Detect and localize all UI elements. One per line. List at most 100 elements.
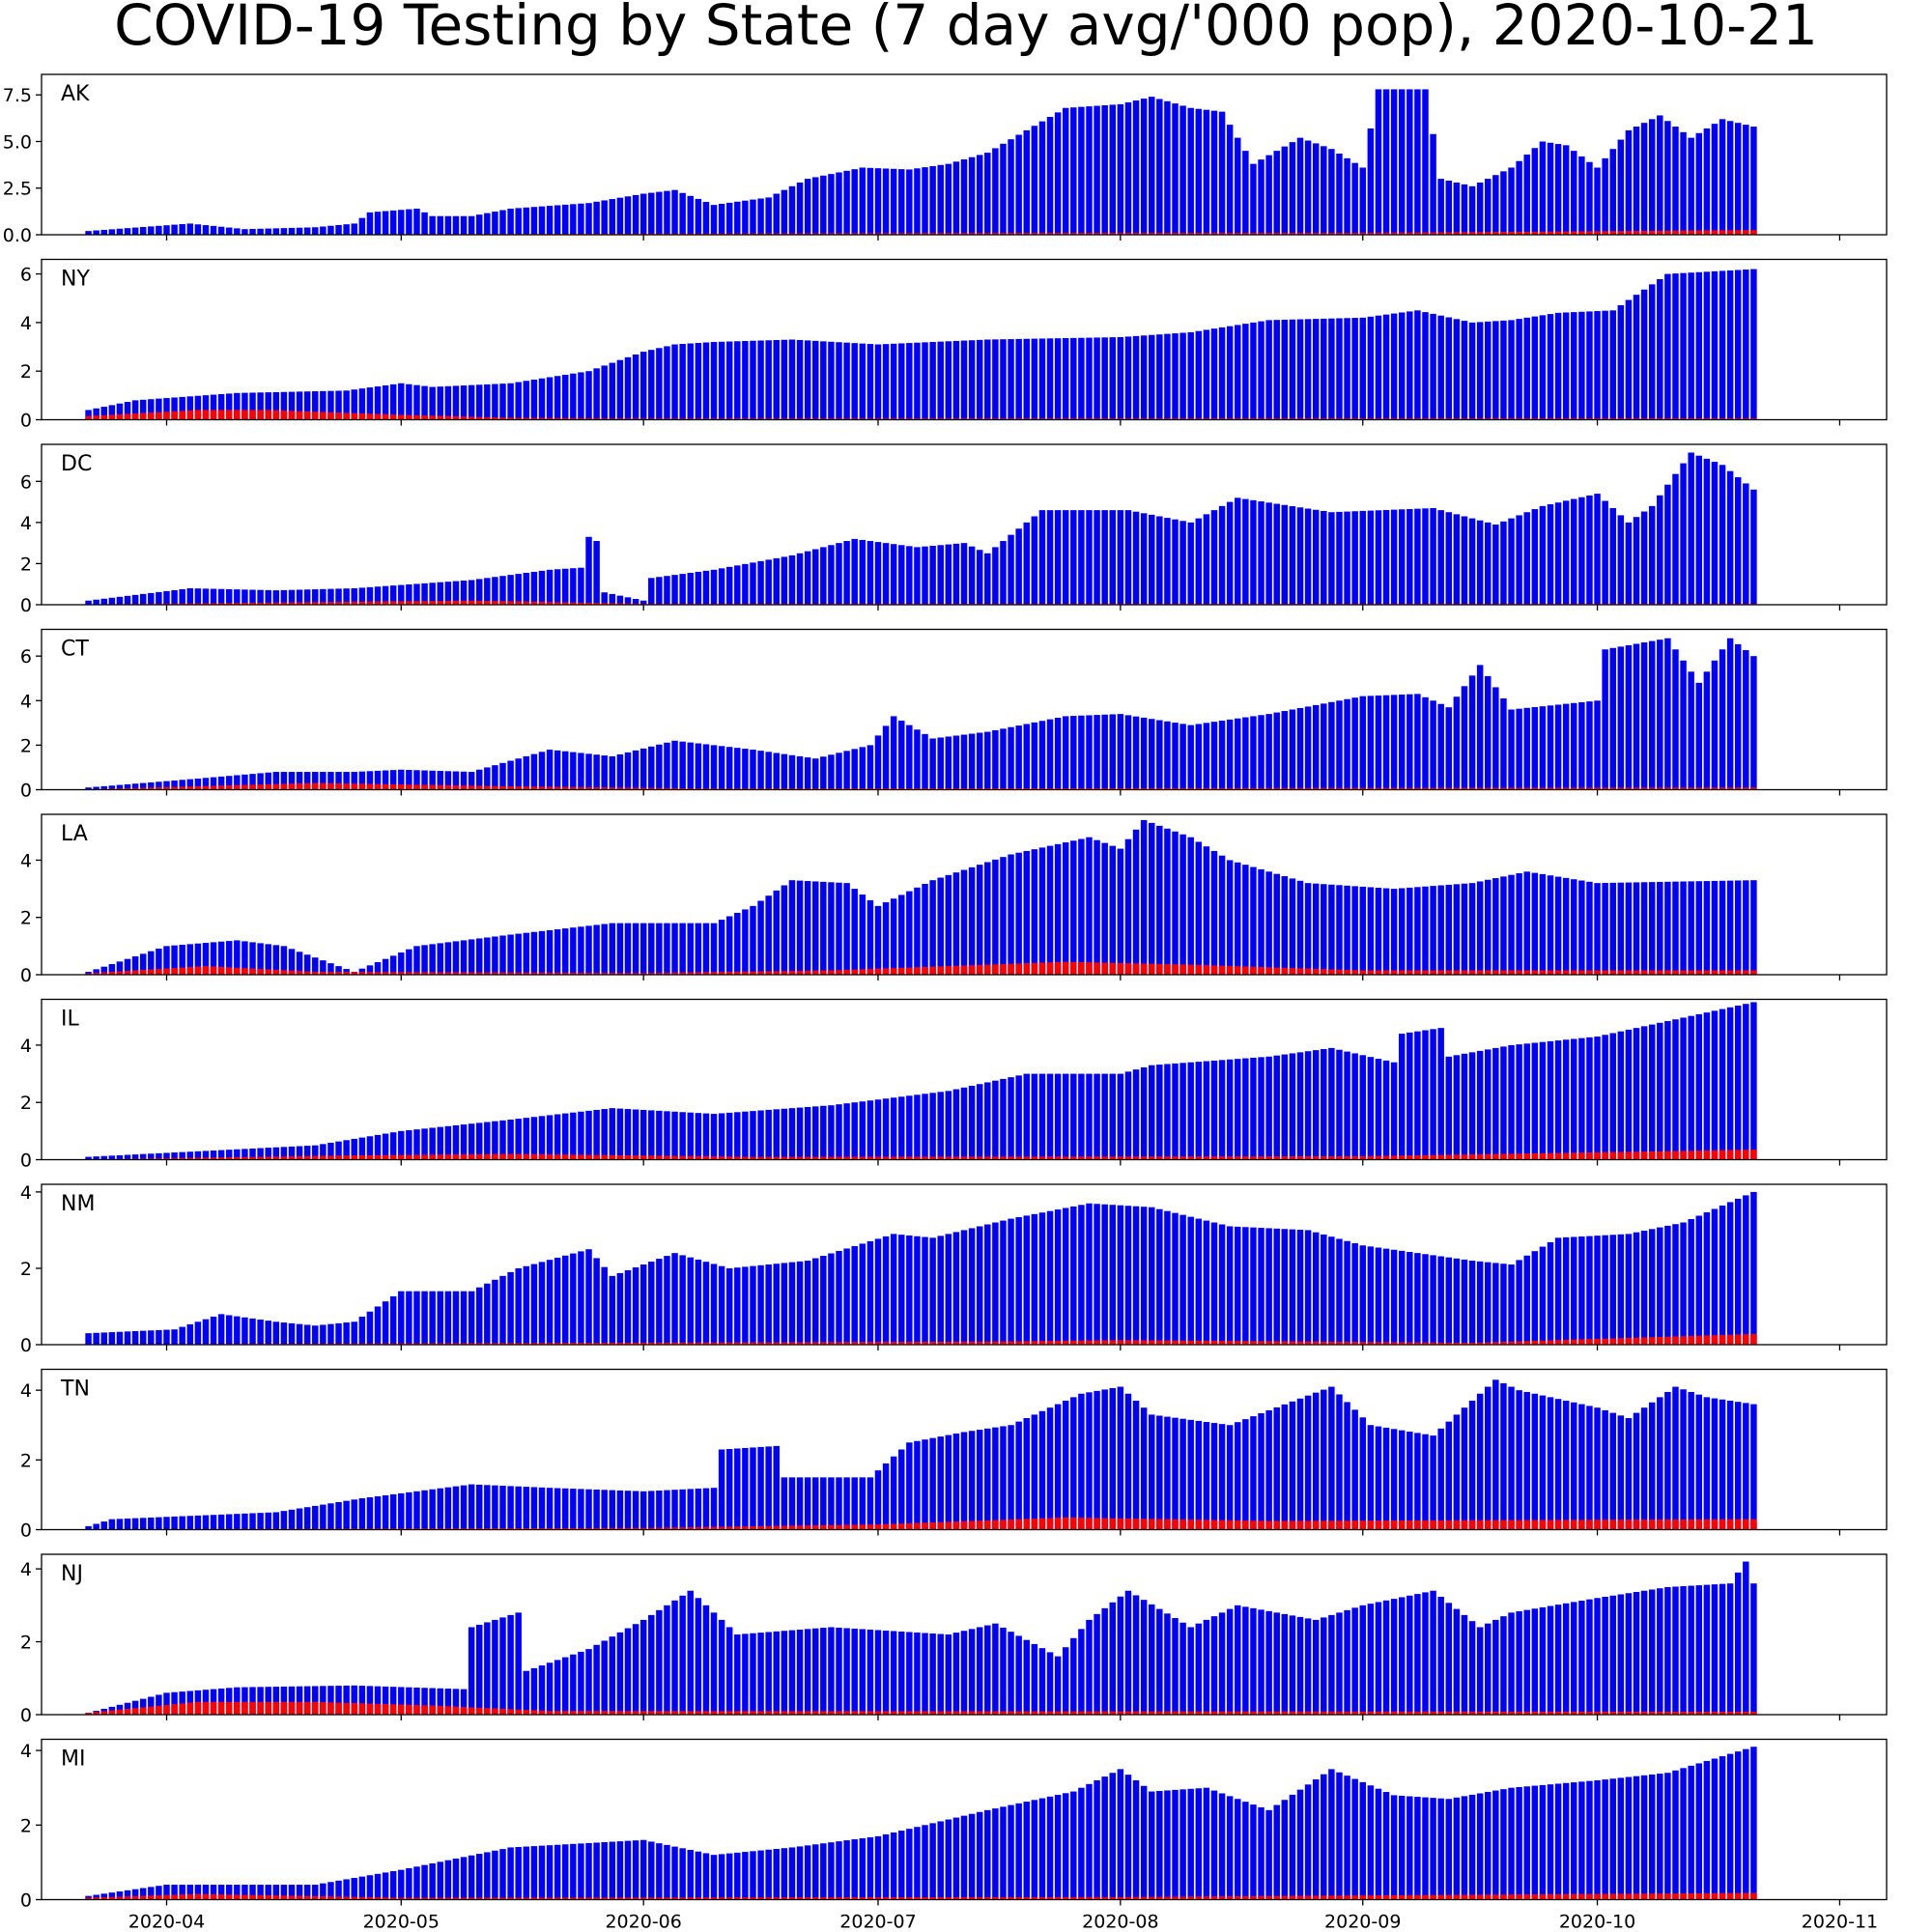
- positive-bar: [452, 785, 460, 790]
- tests-bar: [1273, 1612, 1280, 1715]
- positive-bar: [616, 1154, 624, 1160]
- positive-bar: [937, 1341, 944, 1345]
- positive-bar: [1038, 1711, 1046, 1715]
- tests-bar: [288, 1146, 296, 1160]
- positive-bar: [171, 968, 178, 975]
- tests-bar: [1312, 143, 1320, 235]
- tests-bar: [327, 1882, 334, 1900]
- tests-bar: [898, 895, 905, 975]
- tests-bar: [1468, 883, 1476, 975]
- tests-bar: [1226, 1608, 1234, 1715]
- tests-bar: [460, 1291, 468, 1345]
- tests-bar: [1382, 509, 1390, 605]
- positive-bar: [1531, 1341, 1539, 1345]
- positive-bar: [272, 602, 280, 605]
- tests-bar: [1711, 880, 1719, 975]
- tests-bar: [1554, 1399, 1562, 1530]
- tests-bar: [343, 1140, 350, 1160]
- positive-bar: [1734, 230, 1742, 235]
- positive-bar: [867, 1711, 874, 1715]
- tests-bar: [507, 1120, 514, 1160]
- positive-bar: [131, 413, 139, 420]
- y-tick-label: 2: [20, 1450, 32, 1471]
- tests-bar: [1281, 876, 1289, 975]
- positive-bar: [922, 1711, 928, 1715]
- tests-bar: [836, 342, 842, 420]
- positive-bar: [578, 417, 584, 420]
- tests-bar: [718, 1113, 725, 1160]
- tests-bar: [828, 341, 835, 420]
- tests-bar: [1382, 1427, 1390, 1530]
- tests-bar: [1101, 1389, 1108, 1530]
- tests-bar: [398, 1492, 405, 1530]
- tests-bar: [437, 1291, 443, 1345]
- tests-bar: [217, 1514, 225, 1530]
- positive-bar: [601, 973, 608, 975]
- tests-bar: [108, 1332, 116, 1345]
- positive-bar: [1430, 970, 1436, 975]
- positive-bar: [1602, 1151, 1608, 1160]
- positive-bar: [906, 1711, 913, 1715]
- tests-bar: [1117, 1596, 1124, 1715]
- tests-bar: [781, 1477, 788, 1530]
- tests-bar: [952, 1434, 960, 1530]
- positive-bar: [1375, 970, 1382, 975]
- positive-bar: [139, 787, 147, 790]
- tests-bar: [710, 1855, 718, 1900]
- positive-bar: [616, 1711, 624, 1715]
- positive-bar: [475, 1528, 483, 1530]
- tests-bar: [1657, 1774, 1663, 1900]
- tests-bar: [1594, 1236, 1601, 1345]
- tests-bar: [1594, 1598, 1601, 1715]
- tests-bar: [398, 584, 405, 605]
- tests-bar: [1156, 334, 1163, 420]
- positive-bar: [139, 1895, 147, 1900]
- positive-bar: [1046, 1896, 1054, 1900]
- tests-bar: [1265, 871, 1272, 975]
- tests-bar: [382, 585, 389, 605]
- tests-bar: [1382, 1060, 1390, 1160]
- positive-bar: [1461, 418, 1468, 420]
- tests-bar: [1750, 489, 1757, 605]
- positive-bar: [421, 1897, 428, 1900]
- tests-bar: [671, 575, 678, 605]
- positive-bar: [624, 787, 632, 790]
- positive-bar: [765, 233, 772, 235]
- tests-bar: [1523, 1391, 1530, 1530]
- tests-bar: [671, 1111, 678, 1160]
- positive-bar: [1633, 1893, 1640, 1900]
- positive-bar: [179, 1894, 185, 1900]
- tests-bar: [937, 1821, 944, 1900]
- tests-bar: [750, 562, 756, 605]
- positive-bar: [1140, 787, 1148, 790]
- tests-bar: [492, 212, 498, 235]
- tests-bar: [1390, 89, 1398, 235]
- positive-bar: [1586, 231, 1593, 235]
- positive-bar: [1265, 233, 1272, 235]
- positive-bar: [1485, 787, 1492, 790]
- positive-bar: [929, 1342, 936, 1345]
- tests-bar: [562, 1488, 569, 1530]
- tests-bar: [515, 1119, 522, 1160]
- positive-bar: [186, 1893, 193, 1900]
- positive-bar: [398, 784, 405, 790]
- positive-bar: [1578, 1339, 1585, 1345]
- positive-bar: [914, 1156, 921, 1160]
- tests-bar: [1359, 1417, 1366, 1530]
- tests-bar: [811, 1106, 819, 1160]
- tests-bar: [1015, 1075, 1022, 1160]
- tests-bar: [992, 1427, 999, 1530]
- tests-bar: [1086, 337, 1093, 420]
- positive-bar: [656, 1342, 663, 1345]
- tests-bar: [475, 938, 483, 975]
- positive-bar: [444, 415, 452, 420]
- positive-bar: [93, 973, 99, 975]
- tests-bar: [1711, 1584, 1719, 1716]
- tests-bar: [413, 583, 420, 605]
- positive-bar: [554, 1897, 561, 1900]
- positive-bar: [1625, 1520, 1633, 1530]
- tests-bar: [1000, 339, 1007, 420]
- tests-bar: [1008, 854, 1014, 975]
- tests-bar: [1172, 1417, 1179, 1530]
- positive-bar: [702, 1711, 710, 1715]
